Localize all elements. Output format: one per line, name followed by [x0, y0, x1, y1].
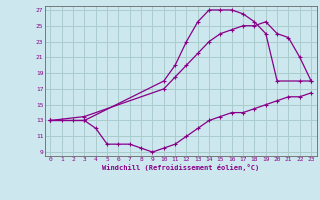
X-axis label: Windchill (Refroidissement éolien,°C): Windchill (Refroidissement éolien,°C) [102, 164, 260, 171]
